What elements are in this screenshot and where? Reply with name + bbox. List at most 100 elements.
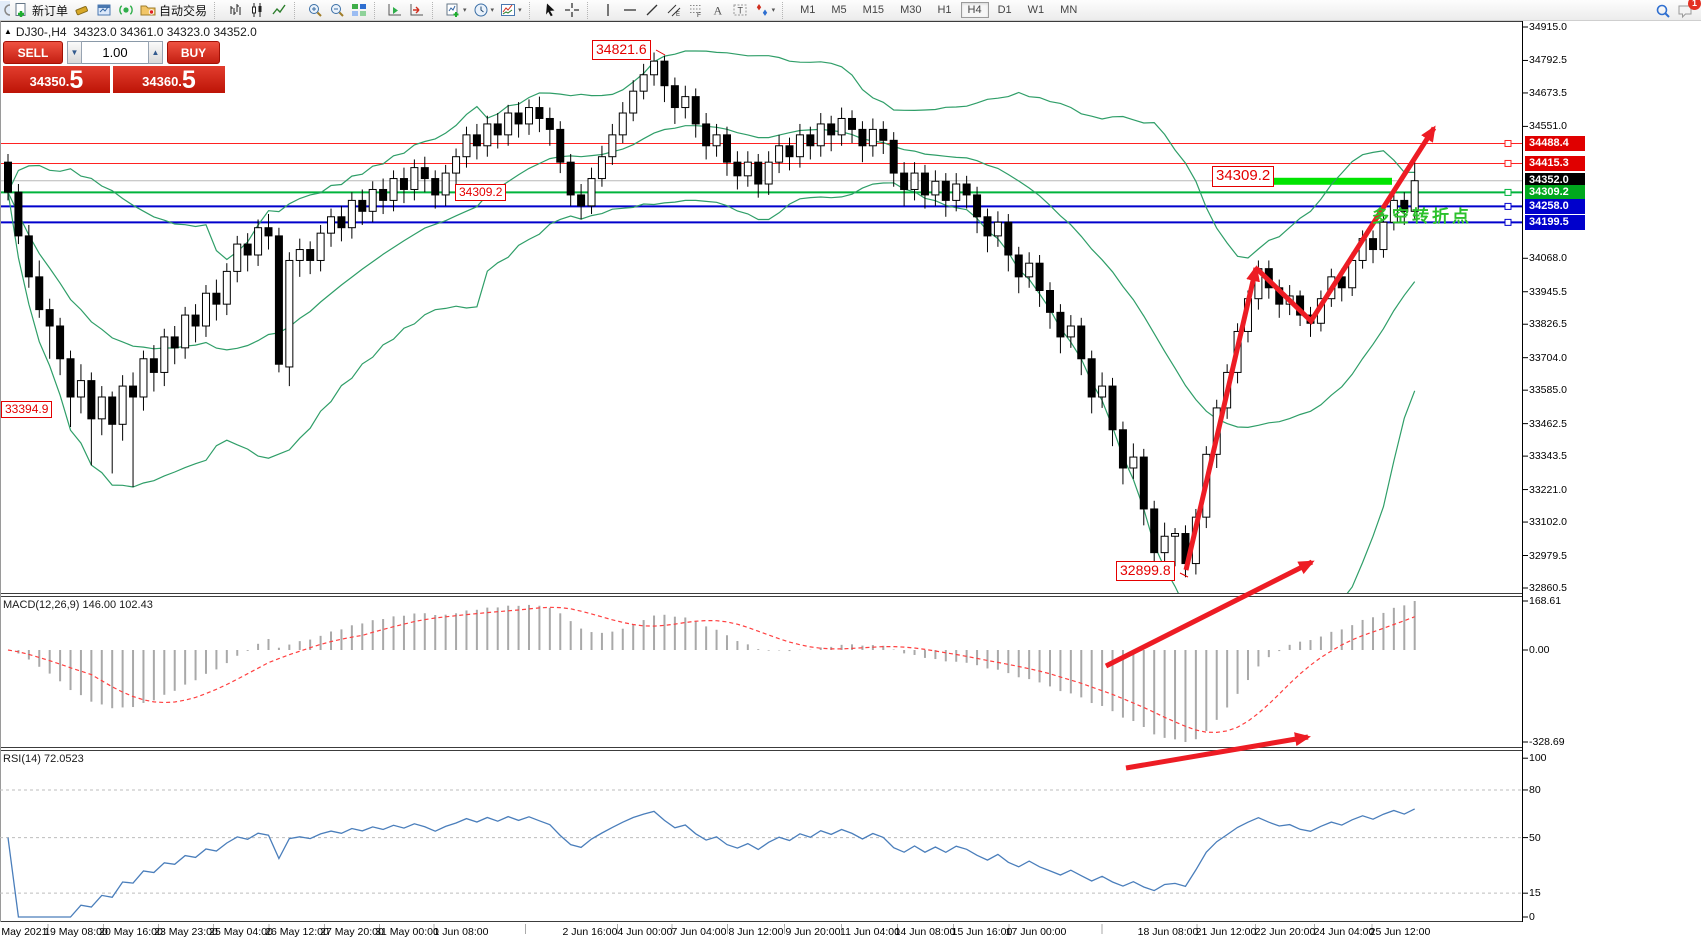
timeframe-m15[interactable]: M15 bbox=[862, 4, 885, 16]
volume-increase-button[interactable]: ▲ bbox=[148, 41, 163, 64]
candlestick-icon bbox=[252, 3, 262, 17]
auto-trading-icon bbox=[140, 5, 156, 16]
arrows-icon bbox=[756, 4, 767, 16]
channel-button[interactable]: E bbox=[663, 1, 685, 20]
timeframe-m30[interactable]: M30 bbox=[900, 4, 922, 16]
svg-text:A: A bbox=[713, 4, 722, 18]
new-chart-button[interactable]: ▾ bbox=[442, 1, 470, 20]
bollinger-upper bbox=[7, 50, 1415, 261]
buy-price[interactable]: 34360. 5 bbox=[113, 66, 225, 93]
fibonacci-button[interactable]: F bbox=[685, 1, 707, 20]
market-watch-button[interactable] bbox=[93, 1, 115, 20]
period-icon bbox=[474, 3, 488, 17]
signal-button[interactable] bbox=[115, 1, 137, 20]
auto-scroll-button[interactable] bbox=[384, 1, 406, 20]
macd-histogram bbox=[7, 601, 1416, 742]
candles-layer bbox=[4, 52, 1419, 578]
zoom-in-button[interactable] bbox=[304, 1, 326, 20]
auto-trading-button[interactable]: 自动交易 bbox=[137, 1, 210, 20]
line-chart-button[interactable] bbox=[268, 1, 290, 20]
market-watch-icon bbox=[97, 4, 111, 16]
text-button[interactable]: A bbox=[707, 1, 729, 20]
toolbar-separator bbox=[586, 1, 594, 19]
text-label-button[interactable]: T bbox=[729, 1, 751, 20]
highlight-zone bbox=[1240, 177, 1392, 185]
clipped-edge-icon bbox=[0, 0, 10, 20]
horizontal-line-button[interactable] bbox=[619, 1, 641, 20]
sell-button[interactable]: SELL bbox=[3, 41, 63, 64]
channel-icon: E bbox=[667, 4, 680, 18]
chevron-down-icon: ▾ bbox=[518, 7, 522, 14]
chevron-down-icon: ▾ bbox=[490, 7, 495, 14]
trendline-icon bbox=[646, 4, 658, 16]
vertical-line-button[interactable] bbox=[597, 1, 619, 20]
trend-arrow[interactable] bbox=[1254, 125, 1437, 325]
zoom-in-icon bbox=[309, 4, 322, 17]
volume-decrease-button[interactable]: ▼ bbox=[67, 41, 82, 64]
arrows-button[interactable]: ▾ bbox=[751, 1, 779, 20]
one-click-trading-panel: SELL ▼ ▲ BUY 34350.5 34360.5 bbox=[3, 41, 225, 93]
bollinger-middle bbox=[7, 125, 1416, 429]
fibonacci-icon: F bbox=[689, 5, 702, 18]
search-icon bbox=[1656, 4, 1670, 18]
toolbar-separator bbox=[432, 1, 439, 19]
bar-chart-icon bbox=[230, 4, 241, 15]
timeframe-m1[interactable]: M1 bbox=[800, 4, 816, 16]
buy-button[interactable]: BUY bbox=[167, 41, 220, 64]
trend-arrow[interactable] bbox=[1183, 265, 1260, 571]
timeframe-mn[interactable]: MN bbox=[1060, 4, 1078, 16]
tile-windows-button[interactable] bbox=[348, 1, 370, 20]
trend-arrow[interactable] bbox=[1104, 559, 1315, 669]
timeframe-w1[interactable]: W1 bbox=[1027, 4, 1045, 16]
template-button[interactable]: ▾ bbox=[497, 1, 525, 20]
timeframe-m5[interactable]: M5 bbox=[831, 4, 847, 16]
timeframe-d1[interactable]: D1 bbox=[997, 4, 1012, 16]
eraser-button[interactable] bbox=[71, 1, 93, 20]
zoom-out-icon bbox=[331, 4, 344, 17]
notifications-button[interactable]: 1 bbox=[1674, 0, 1701, 20]
toolbar-separator bbox=[782, 1, 789, 19]
search-button[interactable] bbox=[1652, 1, 1674, 20]
line-chart-icon bbox=[272, 4, 286, 15]
new-chart-icon bbox=[446, 3, 459, 17]
signal-icon bbox=[119, 5, 133, 15]
template-icon bbox=[501, 4, 516, 16]
rsi-line bbox=[7, 808, 1415, 918]
macd-signal-line bbox=[7, 606, 1415, 734]
toolbar: 新订单 自动交易 ▾ ▾ ▾ bbox=[0, 0, 1701, 21]
trend-arrow[interactable] bbox=[1125, 732, 1311, 771]
svg-text:T: T bbox=[737, 6, 743, 16]
timeframe-h1[interactable]: H1 bbox=[937, 4, 952, 16]
sell-price[interactable]: 34350. 5 bbox=[3, 66, 110, 93]
toolbar-separator bbox=[374, 1, 381, 19]
bar-chart-button[interactable] bbox=[224, 1, 246, 20]
chart-shift-button[interactable] bbox=[406, 1, 428, 20]
cursor-button[interactable] bbox=[539, 1, 561, 20]
new-order-button[interactable]: 新订单 bbox=[10, 1, 71, 20]
toolbar-separator bbox=[214, 1, 221, 19]
auto-scroll-icon bbox=[388, 4, 402, 16]
text-icon: A bbox=[713, 4, 722, 18]
period-button[interactable]: ▾ bbox=[470, 1, 498, 20]
text-label-icon: T bbox=[733, 4, 747, 16]
eraser-icon bbox=[75, 6, 88, 16]
chevron-down-icon: ▾ bbox=[463, 7, 467, 14]
toolbar-separator bbox=[528, 1, 536, 19]
timeframe-h4[interactable]: H4 bbox=[960, 2, 989, 18]
crosshair-button[interactable] bbox=[561, 1, 583, 20]
toolbar-separator bbox=[294, 1, 301, 19]
trendline-button[interactable] bbox=[641, 1, 663, 20]
svg-text:F: F bbox=[697, 12, 701, 18]
zoom-out-button[interactable] bbox=[326, 1, 348, 20]
bollinger-lower bbox=[7, 182, 1416, 593]
crosshair-icon bbox=[564, 3, 579, 17]
horizontal-line-icon bbox=[623, 9, 636, 11]
vertical-line-icon bbox=[606, 4, 609, 16]
svg-text:E: E bbox=[676, 12, 680, 18]
volume-input[interactable] bbox=[82, 41, 148, 64]
chevron-down-icon: ▾ bbox=[771, 7, 776, 14]
candlestick-button[interactable] bbox=[246, 1, 268, 20]
tile-windows-icon bbox=[352, 4, 367, 16]
chart-shift-icon bbox=[410, 4, 424, 16]
